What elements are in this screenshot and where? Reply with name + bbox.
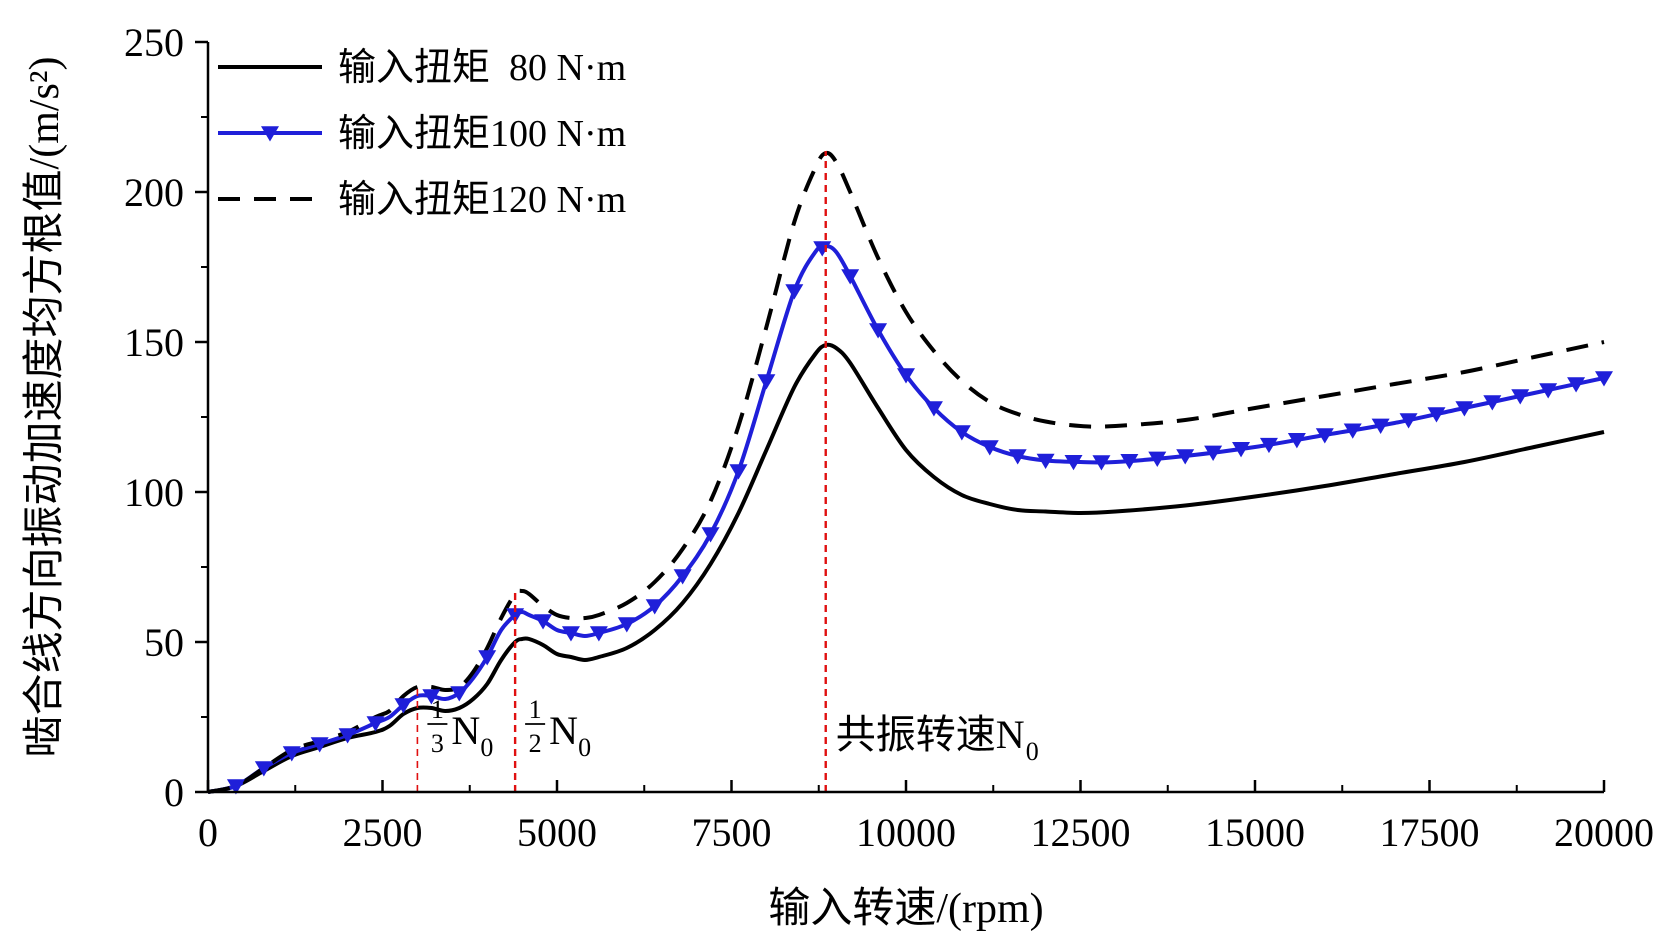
series-line-3: [207, 150, 1605, 794]
series-marker: [617, 617, 636, 633]
annotation-label: N: [549, 708, 578, 753]
annotation-fraction-denominator: 2: [529, 729, 542, 758]
plot-markers: [226, 241, 1613, 795]
y-tick-label: 250: [124, 20, 184, 65]
x-tick-label: 5000: [517, 810, 597, 855]
series-marker: [1176, 449, 1195, 465]
annotation-subscript: 0: [578, 733, 591, 762]
series-marker: [422, 689, 441, 705]
series-marker: [701, 527, 720, 543]
annotation-subscript: 0: [1026, 737, 1039, 766]
series-marker: [1539, 383, 1558, 399]
series-marker: [1371, 418, 1390, 434]
series-line-1: [207, 342, 1605, 794]
series-marker: [673, 569, 692, 585]
series-marker: [394, 698, 413, 714]
annotations: 13 N 012 N 0 共振转速N 0: [427, 695, 1039, 766]
series-marker: [729, 464, 748, 480]
legend-label-1: 输入扭矩 80 N·m: [338, 47, 626, 89]
series-marker: [645, 599, 664, 615]
x-tick-label: 17500: [1380, 810, 1480, 855]
y-tick-label: 200: [124, 170, 184, 215]
series-marker: [254, 761, 273, 777]
annotation-label: N: [451, 708, 480, 753]
series-marker: [1036, 453, 1055, 470]
series-marker: [1455, 401, 1474, 417]
plot-lines: [207, 150, 1605, 794]
series-marker: [1232, 442, 1251, 458]
annotation-label: 共振转速N: [836, 712, 1025, 757]
series-marker: [841, 269, 860, 285]
series-marker: [1595, 371, 1613, 387]
y-tick-label: 150: [124, 320, 184, 365]
annotation-fraction-numerator: 1: [529, 695, 542, 724]
x-tick-label: 12500: [1031, 810, 1131, 855]
series-marker: [897, 368, 915, 384]
legend-label-3: 输入扭矩120 N·m: [338, 179, 626, 221]
series-marker: [478, 650, 497, 666]
series-marker: [1427, 407, 1446, 423]
y-tick-label: 0: [164, 770, 184, 815]
series-marker: [1008, 449, 1027, 465]
y-tick-label: 50: [144, 620, 184, 665]
series-marker: [534, 614, 553, 630]
series-marker: [450, 686, 469, 702]
series-marker: [1064, 454, 1083, 471]
legend-label-2: 输入扭矩100 N·m: [338, 113, 626, 155]
legend: 输入扭矩 80 N·m 输入扭矩100 N·m 输入扭矩120 N·m: [218, 47, 626, 221]
series-marker: [1287, 433, 1306, 449]
series-marker: [366, 716, 385, 732]
series-marker: [282, 746, 301, 762]
series-marker: [1204, 445, 1223, 461]
series-marker: [952, 425, 971, 441]
x-tick-label: 0: [198, 810, 218, 855]
series-marker: [506, 608, 525, 624]
series-marker: [226, 779, 245, 795]
series-marker: [869, 323, 888, 339]
legend-marker: [261, 126, 279, 142]
series-line-2: [207, 243, 1605, 794]
x-axis-title: 输入转速/(rpm): [768, 886, 1043, 932]
x-tick-label: 10000: [856, 810, 956, 855]
series-marker: [1315, 428, 1334, 444]
series-marker: [1567, 377, 1586, 393]
annotation-fraction-numerator: 1: [431, 695, 444, 724]
series-marker: [757, 374, 776, 390]
annotation-subscript: 0: [480, 733, 493, 762]
annotation-fraction-denominator: 3: [431, 729, 444, 758]
x-tick-label: 2500: [343, 810, 423, 855]
series-marker: [980, 440, 999, 456]
series-marker: [1399, 413, 1418, 429]
y-tick-label: 100: [124, 470, 184, 515]
series-marker: [1120, 454, 1139, 470]
series-marker: [338, 728, 357, 744]
series-marker: [924, 401, 943, 417]
series-marker: [1511, 389, 1530, 405]
series-marker: [561, 626, 580, 642]
series-marker: [1259, 437, 1278, 454]
series-marker: [1483, 395, 1502, 411]
axes: 0 2500 5000 7500 10000 12500 15000 17500 2000005…: [124, 20, 1654, 855]
series-marker: [785, 284, 804, 300]
x-tick-label: 15000: [1205, 810, 1305, 855]
series-marker: [589, 626, 608, 642]
series-marker: [1343, 423, 1362, 439]
annotation-lines: [416, 151, 827, 792]
series-marker: [1092, 455, 1111, 471]
x-tick-label: 7500: [692, 810, 772, 855]
series-marker: [310, 737, 329, 753]
series-marker: [1148, 451, 1167, 467]
y-axis-title: 啮合线方向振动加速度均方根值/(m/s²): [22, 57, 68, 758]
x-tick-label: 20000: [1554, 810, 1654, 855]
